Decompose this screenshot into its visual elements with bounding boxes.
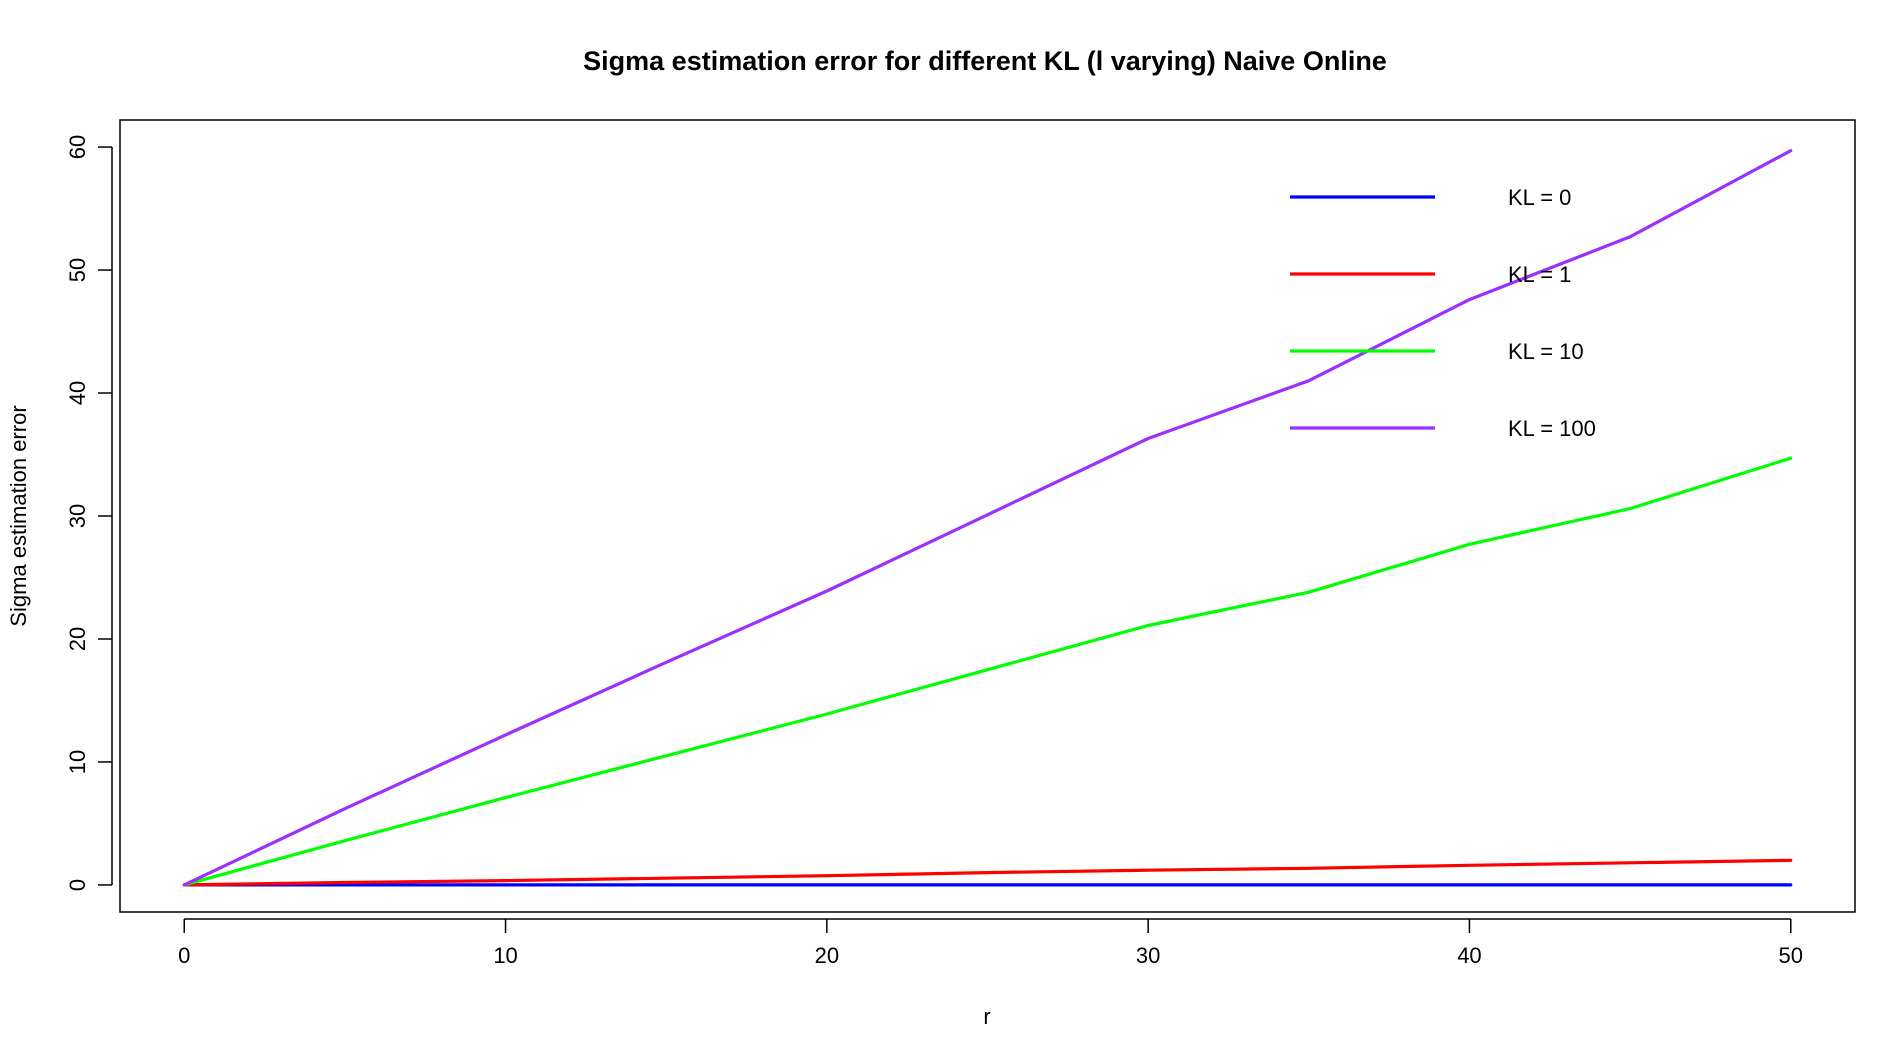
y-tick-label: 40 [65, 381, 90, 405]
y-axis: 0 10 20 30 40 50 60 [65, 135, 113, 891]
plot-frame [119, 119, 1856, 913]
x-tick-label: 0 [178, 943, 190, 968]
x-axis-label: r [983, 1004, 990, 1029]
x-tick-label: 10 [493, 943, 517, 968]
y-tick-label: 20 [65, 627, 90, 651]
legend-label: KL = 0 [1508, 185, 1571, 210]
series-line [182, 149, 1793, 887]
x-tick-label: 30 [1136, 943, 1160, 968]
y-tick-label: 50 [65, 258, 90, 282]
y-axis-label: Sigma estimation error [6, 405, 31, 626]
y-tick-label: 0 [65, 879, 90, 891]
x-tick-label: 20 [815, 943, 839, 968]
legend: KL = 0 KL = 1 KL = 10 KL = 100 [1290, 185, 1596, 441]
x-tick-label: 50 [1778, 943, 1802, 968]
series-line [182, 858, 1793, 887]
chart-title: Sigma estimation error for different KL … [583, 46, 1387, 76]
y-tick-label: 30 [65, 504, 90, 528]
series-layer [182, 149, 1793, 887]
y-tick-label: 60 [65, 135, 90, 159]
series-line [182, 456, 1793, 887]
legend-label: KL = 10 [1508, 339, 1584, 364]
y-tick-label: 10 [65, 750, 90, 774]
x-tick-label: 40 [1457, 943, 1481, 968]
legend-label: KL = 1 [1508, 262, 1571, 287]
legend-label: KL = 100 [1508, 416, 1596, 441]
x-axis: 0 10 20 30 40 50 [178, 918, 1803, 968]
